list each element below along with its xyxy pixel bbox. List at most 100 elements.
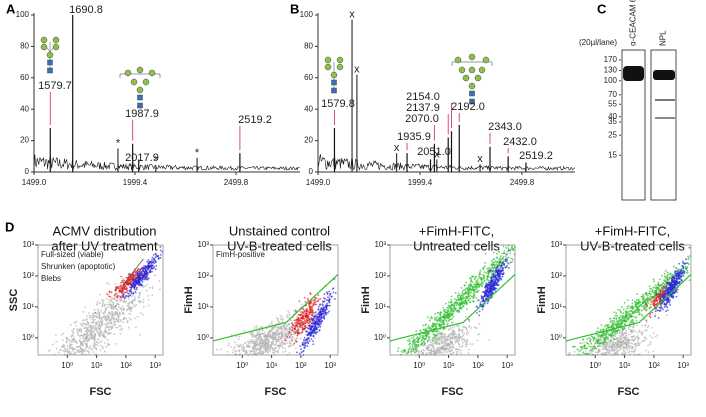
event: [455, 292, 457, 294]
event: [119, 329, 121, 331]
event: [430, 344, 432, 346]
event: [160, 254, 162, 256]
event: [120, 321, 122, 323]
event: [95, 347, 97, 349]
event: [627, 341, 629, 343]
event: [134, 318, 136, 320]
event: [459, 304, 461, 306]
event: [58, 352, 60, 354]
event: [606, 344, 608, 346]
event: [132, 299, 134, 301]
event: [622, 346, 624, 348]
event: [437, 312, 439, 314]
event: [488, 301, 490, 303]
event: [115, 308, 117, 310]
event: [305, 339, 307, 341]
x-axis-label: FSC: [442, 386, 464, 398]
event: [456, 325, 458, 327]
event: [85, 336, 87, 338]
y-axis-label: FimH: [360, 286, 372, 314]
y-tick-label: 20: [20, 136, 29, 145]
event: [472, 289, 474, 291]
event: [434, 323, 436, 325]
event: [415, 344, 417, 346]
event: [141, 283, 143, 285]
event: [140, 300, 142, 302]
event: [83, 340, 85, 342]
event: [434, 317, 436, 319]
event: [136, 287, 138, 289]
event: [82, 319, 84, 321]
event: [107, 322, 109, 324]
event: [300, 338, 302, 340]
event: [96, 317, 98, 319]
event: [422, 352, 424, 354]
event: [440, 319, 442, 321]
event: [473, 291, 475, 293]
event: [502, 276, 504, 278]
x-tick-label: 10⁰: [413, 361, 425, 370]
event: [437, 349, 439, 351]
event: [492, 262, 494, 264]
event: [501, 259, 503, 261]
event: [105, 317, 107, 319]
event: [302, 328, 304, 330]
event: [619, 347, 621, 349]
event: [476, 287, 478, 289]
event: [103, 316, 105, 318]
event: [487, 268, 489, 270]
event: [112, 303, 114, 305]
event: [294, 325, 296, 327]
plot-title: ACMV distribution: [52, 223, 156, 238]
event: [427, 341, 429, 343]
x-axis-label: FSC: [90, 386, 112, 398]
event: [255, 340, 257, 342]
event: [123, 300, 125, 302]
event: [619, 339, 621, 341]
event: [134, 298, 136, 300]
event: [592, 349, 594, 351]
event: [608, 352, 610, 354]
event: [440, 325, 442, 327]
event: [154, 263, 156, 265]
event: [609, 350, 611, 352]
event: [138, 300, 140, 302]
event: [311, 314, 313, 316]
ladder-label: 170: [604, 55, 618, 64]
event: [417, 339, 419, 341]
event: [446, 314, 448, 316]
event: [274, 348, 276, 350]
event: [610, 339, 612, 341]
event: [241, 347, 243, 349]
event: [501, 269, 503, 271]
event: [120, 276, 122, 278]
event: [597, 345, 599, 347]
event: [444, 345, 446, 347]
event: [102, 348, 104, 350]
event: [142, 281, 144, 283]
event: [642, 325, 644, 327]
event: [71, 339, 73, 341]
event: [155, 253, 157, 255]
event: [415, 330, 417, 332]
event: [613, 346, 615, 348]
event: [100, 326, 102, 328]
event: [264, 345, 266, 347]
event: [503, 263, 505, 265]
event: [624, 333, 626, 335]
event: [646, 329, 648, 331]
event: [304, 326, 306, 328]
event: [55, 341, 57, 343]
event: [122, 277, 124, 279]
event: [294, 320, 296, 322]
event: [484, 292, 486, 294]
event: [461, 307, 463, 309]
event: [421, 343, 423, 345]
lane-note: (20µl/lane): [579, 38, 617, 47]
event: [317, 322, 319, 324]
event: [314, 323, 316, 325]
event: [637, 340, 639, 342]
event: [128, 295, 130, 297]
event: [147, 278, 149, 280]
event: [159, 288, 161, 290]
